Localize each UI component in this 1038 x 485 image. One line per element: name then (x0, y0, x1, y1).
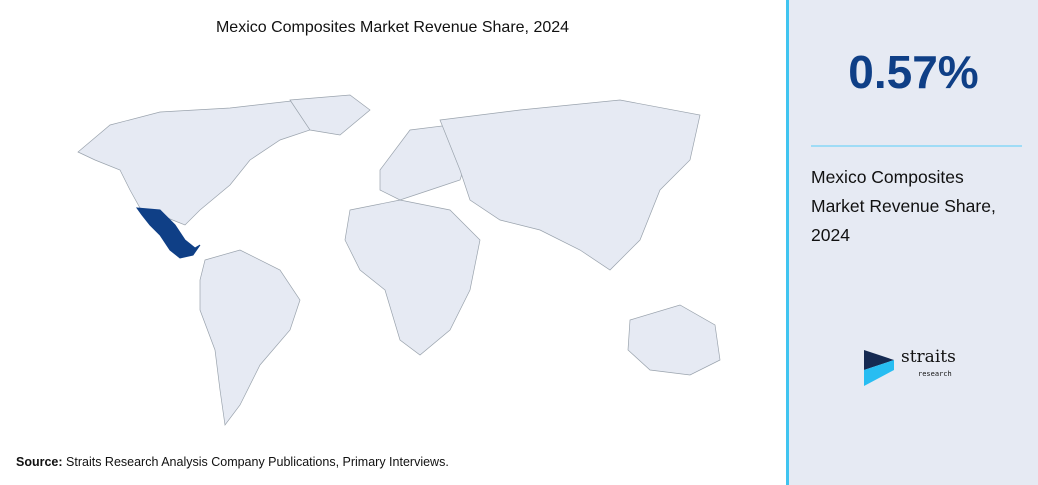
straits-logo: straits research (864, 347, 974, 390)
europe (379, 124, 471, 201)
chart-title: Mexico Composites Market Revenue Share, … (215, 19, 570, 36)
panel-divider (811, 145, 1022, 147)
world-map (77, 94, 721, 426)
source-text: Straits Research Analysis Company Public… (62, 455, 449, 469)
africa (344, 199, 481, 356)
stat-panel: 0.57% Mexico Composites Market Revenue S… (786, 0, 1038, 485)
australia (627, 304, 721, 376)
stat-description: Mexico Composites Market Revenue Share, … (811, 167, 996, 245)
mexico-highlight (135, 207, 201, 259)
source-label: Source: (16, 455, 63, 469)
source-note: Source: Straits Research Analysis Compan… (16, 455, 449, 469)
logo-sub: research (918, 370, 952, 378)
asia (439, 99, 701, 271)
straits-arrow-icon (864, 350, 894, 386)
north-america (77, 99, 331, 226)
south-america (199, 249, 301, 426)
greenland (289, 94, 371, 136)
stat-value: 0.57% (848, 46, 979, 98)
logo-word: straits (901, 347, 956, 367)
